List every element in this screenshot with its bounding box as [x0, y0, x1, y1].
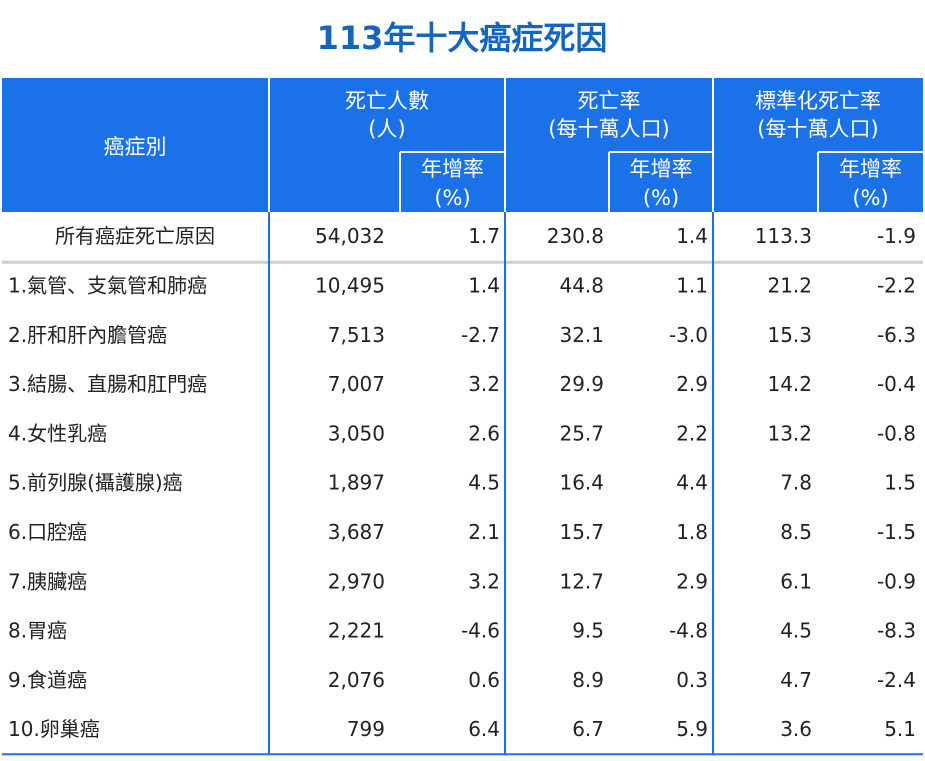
cell-value: -1.5 — [877, 520, 916, 544]
cell-value: 1.5 — [884, 471, 916, 495]
group-title: 死亡率 — [578, 89, 641, 113]
cell-value: 1.4 — [468, 273, 500, 297]
cell-value: 7,007 — [328, 372, 385, 396]
cell-value: 4.7 — [780, 668, 812, 692]
cell-value: -1.9 — [877, 224, 916, 248]
cell-value: 2.9 — [676, 372, 708, 396]
cell-value: 12.7 — [559, 569, 604, 593]
row-label-header: 癌症別 — [104, 135, 167, 159]
cell-value: 0.3 — [676, 668, 708, 692]
cell-value: 2.9 — [676, 569, 708, 593]
cell-value: 29.9 — [559, 372, 604, 396]
group-title: 標準化死亡率 — [755, 89, 881, 113]
cell-value: 2,970 — [328, 569, 385, 593]
cell-value: -2.4 — [877, 668, 916, 692]
cell-value: -2.2 — [877, 273, 916, 297]
cell-value: 9.5 — [572, 619, 604, 643]
cell-value: -8.3 — [877, 619, 916, 643]
cell-value: 13.2 — [767, 421, 812, 445]
cell-value: 8.5 — [780, 520, 812, 544]
title: 113年十大癌症死因 — [317, 19, 608, 57]
sub-title: 年增率 — [630, 157, 693, 181]
row-label: 2.肝和肝內膽管癌 — [8, 323, 167, 347]
sub-unit: (%) — [852, 186, 888, 210]
sub-unit: (%) — [643, 186, 679, 210]
cell-value: 2.2 — [676, 421, 708, 445]
cell-value: 44.8 — [559, 273, 604, 297]
cell-value: 15.3 — [767, 323, 812, 347]
cell-value: 32.1 — [559, 323, 604, 347]
cell-value: 7,513 — [328, 323, 385, 347]
row-label: 4.女性乳癌 — [8, 421, 107, 445]
cell-value: 6.7 — [572, 717, 604, 741]
cell-value: 1.7 — [468, 224, 500, 248]
cell-value: 113.3 — [755, 224, 812, 248]
row-label: 3.結腸、直腸和肛門癌 — [8, 372, 207, 396]
cell-value: -4.8 — [669, 619, 708, 643]
cell-value: 21.2 — [767, 273, 812, 297]
sub-unit: (%) — [434, 186, 470, 210]
cell-value: 6.1 — [780, 569, 812, 593]
cell-value: 1.4 — [676, 224, 708, 248]
cell-value: 2.6 — [468, 421, 500, 445]
cell-value: 799 — [347, 717, 385, 741]
row-label: 10.卵巢癌 — [8, 717, 100, 741]
cell-value: 2,221 — [328, 619, 385, 643]
cell-value: 0.6 — [468, 668, 500, 692]
cell-value: 7.8 — [780, 471, 812, 495]
cell-value: -6.3 — [877, 323, 916, 347]
cell-value: -0.9 — [877, 569, 916, 593]
group-title: 死亡人數 — [345, 89, 429, 113]
cell-value: 54,032 — [315, 224, 385, 248]
group-unit: (每十萬人口) — [548, 117, 669, 141]
cell-value: 10,495 — [315, 273, 385, 297]
cell-value: 2.1 — [468, 520, 500, 544]
group-unit: (每十萬人口) — [757, 117, 878, 141]
cell-value: 8.9 — [572, 668, 604, 692]
cell-value: 3,687 — [328, 520, 385, 544]
cell-value: 3.2 — [468, 569, 500, 593]
cell-value: 3.2 — [468, 372, 500, 396]
cell-value: 6.4 — [468, 717, 500, 741]
sub-title: 年增率 — [839, 157, 902, 181]
header-bg — [2, 78, 923, 212]
cell-value: 16.4 — [559, 471, 604, 495]
cell-value: -3.0 — [669, 323, 708, 347]
cell-value: -4.6 — [461, 619, 500, 643]
cell-value: 25.7 — [559, 421, 604, 445]
cell-value: 14.2 — [767, 372, 812, 396]
cell-value: 15.7 — [559, 520, 604, 544]
cell-value: 1.8 — [676, 520, 708, 544]
cell-value: 2,076 — [328, 668, 385, 692]
cell-value: 4.5 — [468, 471, 500, 495]
cell-value: 5.1 — [884, 717, 916, 741]
group-unit: (人) — [368, 117, 405, 141]
row-label: 8.胃癌 — [8, 619, 67, 643]
cell-value: 3,050 — [328, 421, 385, 445]
row-label: 5.前列腺(攝護腺)癌 — [8, 471, 183, 495]
cell-value: -2.7 — [461, 323, 500, 347]
row-label: 9.食道癌 — [8, 668, 87, 692]
cell-value: 1.1 — [676, 273, 708, 297]
cell-value: -0.4 — [877, 372, 916, 396]
row-label: 7.胰臟癌 — [8, 569, 87, 593]
row-label: 6.口腔癌 — [8, 520, 87, 544]
cell-value: 4.5 — [780, 619, 812, 643]
cell-value: 4.4 — [676, 471, 708, 495]
cell-value: 3.6 — [780, 717, 812, 741]
cell-value: 5.9 — [676, 717, 708, 741]
sub-title: 年增率 — [421, 157, 484, 181]
cell-value: 230.8 — [547, 224, 604, 248]
cell-value: 1,897 — [328, 471, 385, 495]
row-label: 所有癌症死亡原因 — [55, 224, 215, 248]
cell-value: -0.8 — [877, 421, 916, 445]
row-label: 1.氣管、支氣管和肺癌 — [8, 273, 207, 297]
